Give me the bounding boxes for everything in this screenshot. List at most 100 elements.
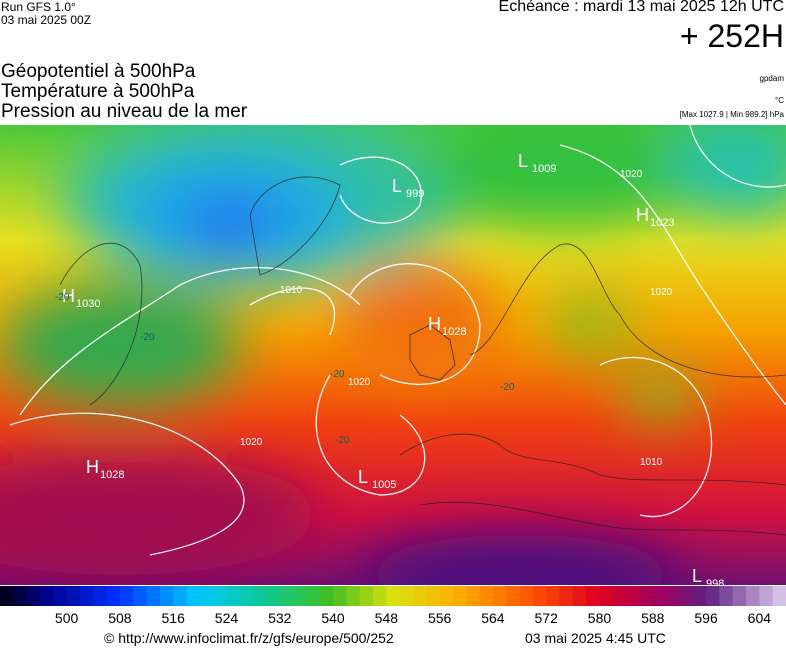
colorbar-tick-label: 588 [641,610,665,625]
unit: gpdam [759,74,784,83]
colorbar-tick-label: 516 [162,610,186,625]
colorbar-swatch [466,586,481,606]
title: Température à 500hPa [1,81,195,102]
isobar [599,356,713,518]
colorbar-swatch [679,586,694,606]
colorbar-swatch [119,586,134,606]
run: Run GFS 1.0° [1,0,76,14]
coastline [409,324,456,381]
colorbar-swatch [319,586,334,606]
colorbar-swatch [399,586,414,606]
colorbar-swatch [373,586,387,606]
colorbar-swatch [199,586,214,606]
pressure-value: 1028 [100,469,124,481]
contour-label: -20 [55,292,70,303]
colorbar-swatch [386,586,401,606]
colorbar-swatch [106,586,121,606]
pressure-letter: L [518,151,528,171]
colorbar-swatch [133,586,148,606]
colorbar-tick-label: 604 [748,610,772,625]
timestamp: 03 mai 2025 4:45 UTC [525,630,666,646]
colorbar-swatch [186,586,201,606]
colorbar-swatch [506,586,521,606]
unit: °C [775,96,784,105]
colorbar-tick-label: 532 [268,610,292,625]
contour-label: 1010 [640,457,663,468]
colorbar-swatch [759,586,774,606]
colorbar-swatch [546,586,561,606]
colorbar-swatch [426,586,441,606]
contour-label: 1020 [650,287,673,298]
isobar [19,266,361,416]
colorbar-tick-label: 580 [588,610,612,625]
pressure-value: 999 [406,188,424,200]
colorbar-tick-label: 500 [55,610,79,625]
pressure-letter: H [62,286,75,306]
colorbar-swatch [53,586,68,606]
isobar [249,287,336,336]
colorbar-swatch [359,586,374,606]
isobar [349,263,481,386]
colorbar-swatch [13,586,28,606]
colorbar-swatch [492,586,507,606]
colorbar-tick-label: 556 [428,610,452,625]
colorbar-swatch [732,586,747,606]
contour-label: 1020 [348,377,371,388]
pressure-letter: H [86,457,99,477]
pressure-letter: H [428,314,441,334]
colorbar-swatch [213,586,227,606]
contour-label: 1020 [620,169,643,180]
contour-label: 1020 [240,437,263,448]
colorbar-swatch [306,586,321,606]
colorbar-tick-label: 596 [694,610,718,625]
colorbar-swatch [333,586,347,606]
pressure-value: 1023 [650,217,674,229]
isobar [559,144,786,406]
colorbar-swatch [79,586,94,606]
colorbar-swatch [666,586,680,606]
colorbar-swatch [612,586,627,606]
pressure-value: 998 [706,578,724,585]
contour-label: -20 [140,332,155,343]
pressure-value: 1030 [76,298,100,310]
colorbar-swatch [692,586,707,606]
colorbar-tick-label: 564 [481,610,505,625]
coastline [469,243,786,378]
colorbar-swatch [599,586,614,606]
pressure-letter: L [692,566,702,585]
pressure-value: 1028 [442,326,466,338]
colorbar-tick-label: 508 [108,610,132,625]
colorbar-tick-label: 540 [321,610,345,625]
pressure-letter: H [636,205,649,225]
colorbar-swatch [519,586,534,606]
colorbar-tick-label: 524 [215,610,239,625]
colorbar-swatch [439,586,454,606]
colorbar-swatch [639,586,654,606]
colorbar-swatch [173,586,188,606]
contour-label: -20 [500,382,515,393]
colorbar-swatch [652,586,667,606]
colorbar-swatch [532,586,547,606]
lead-time: + 252H [679,18,784,54]
colorbar-swatch [719,586,734,606]
colorbar-swatch [226,586,241,606]
colorbar-swatch [279,586,294,606]
isobars [9,125,786,556]
colorbar-swatch [239,586,254,606]
colorbar-swatch [772,586,786,606]
colorbar-swatch [146,586,161,606]
isobar [339,156,422,224]
source: © http://www.infoclimat.fr/z/gfs/europe/… [104,630,394,646]
run-date: 03 mai 2025 00Z [1,13,92,27]
title: Géopotentiel à 500hPa [1,61,196,82]
colorbar-swatch [586,586,600,606]
colorbar-swatch [706,586,720,606]
colorbar-swatch [412,586,427,606]
pressure-letter: L [358,467,368,487]
coastline [399,433,786,486]
pressure-letter: L [392,176,402,196]
contour-label: -20 [330,369,345,380]
title: Pression au niveau de la mer [1,101,248,122]
